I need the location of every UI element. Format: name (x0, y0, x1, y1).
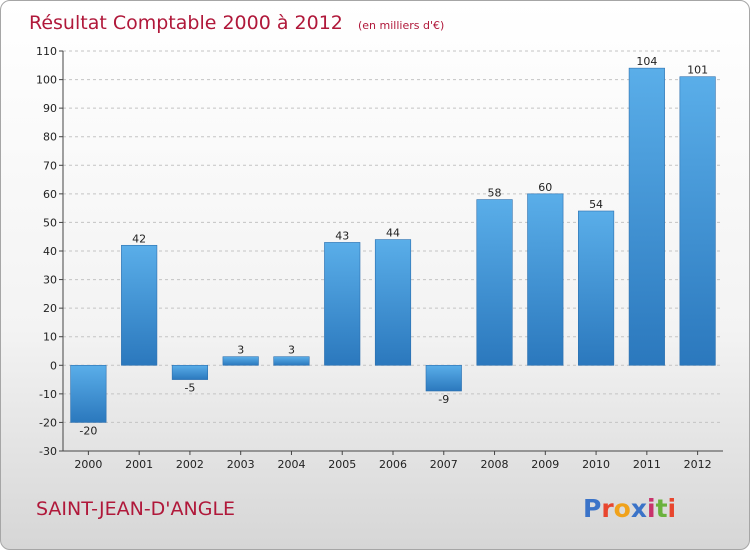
brand-logo-letter: t (656, 494, 668, 523)
x-tick-label: 2006 (379, 458, 407, 471)
data-label-2002: -5 (184, 382, 195, 395)
y-tick-label: 10 (43, 331, 57, 344)
y-tick-label: 70 (43, 159, 57, 172)
x-tick-label: 2002 (176, 458, 204, 471)
bar-2004 (273, 356, 310, 366)
bar-2007 (425, 364, 462, 392)
brand-logo-letter: r (601, 494, 614, 523)
bar-2009 (527, 193, 564, 366)
x-tick-label: 2008 (481, 458, 509, 471)
brand-logo-letter: x (631, 494, 647, 523)
axes: -30 -20 -10 0 10 20 30 40 50 60 70 80 90 100 110 2000 20… (36, 45, 723, 471)
commune-name: SAINT-JEAN-D'ANGLE (36, 498, 235, 520)
bar-2003 (222, 356, 259, 366)
brand-logo: Proxiti (583, 494, 676, 523)
bar-2011 (628, 67, 665, 366)
data-label-2012: 101 (687, 64, 708, 77)
data-label-2010: 54 (589, 198, 603, 211)
x-tick-label: 2009 (531, 458, 559, 471)
data-label-2011: 104 (636, 55, 657, 68)
y-tick-label: 20 (43, 302, 57, 315)
x-tick-label: 2007 (430, 458, 458, 471)
x-tick-label: 2001 (125, 458, 153, 471)
bar-2001 (121, 244, 158, 366)
y-tick-label: -10 (39, 388, 57, 401)
x-tick-label: 2010 (582, 458, 610, 471)
bar-2012 (679, 76, 716, 366)
data-label-2004: 3 (288, 344, 295, 357)
y-tick-label: 90 (43, 102, 57, 115)
data-label-2009: 60 (538, 181, 552, 194)
x-tick-label: 2005 (328, 458, 356, 471)
bar-2002 (171, 364, 208, 380)
brand-logo-letter: P (583, 494, 601, 523)
chart-title-unit: (en milliers d'€) (358, 19, 444, 32)
x-tick-label: 2003 (227, 458, 255, 471)
data-label-2003: 3 (237, 344, 244, 357)
data-label-2008: 58 (488, 187, 502, 200)
data-label-2001: 42 (132, 232, 146, 245)
data-label-2007: -9 (438, 393, 449, 406)
y-tick-label: 0 (50, 359, 57, 372)
y-tick-label: 30 (43, 274, 57, 287)
x-tick-label: 2011 (633, 458, 661, 471)
brand-logo-letter: i (647, 494, 656, 523)
bar-2008 (476, 199, 513, 366)
y-tick-label: 80 (43, 131, 57, 144)
data-label-2000: -20 (79, 424, 97, 437)
brand-logo-letter: o (614, 494, 631, 523)
y-tick-label: 100 (36, 74, 57, 87)
y-tick-label: 60 (43, 188, 57, 201)
bar-2006 (374, 239, 412, 366)
chart-title: Résultat Comptable 2000 à 2012 (en milli… (29, 12, 444, 34)
x-tick-label: 2012 (684, 458, 712, 471)
x-tick-label: 2000 (74, 458, 102, 471)
bar-2000 (70, 364, 107, 423)
bar-2005 (324, 242, 361, 366)
brand-logo-letter: i (668, 494, 677, 523)
data-label-2005: 43 (335, 229, 349, 242)
chart-title-main: Résultat Comptable 2000 à 2012 (29, 12, 343, 34)
y-tick-label: -20 (39, 416, 57, 429)
data-labels: -20 42 -5 3 3 43 44 -9 58 60 54 104 101 (79, 55, 708, 437)
y-tick-label: 40 (43, 245, 57, 258)
data-label-2006: 44 (386, 227, 400, 240)
y-tick-label: -30 (39, 445, 57, 458)
y-tick-label: 110 (36, 45, 57, 58)
x-tick-label: 2004 (277, 458, 305, 471)
bar-2010 (578, 210, 615, 366)
y-tick-label: 50 (43, 216, 57, 229)
bars (70, 67, 716, 423)
